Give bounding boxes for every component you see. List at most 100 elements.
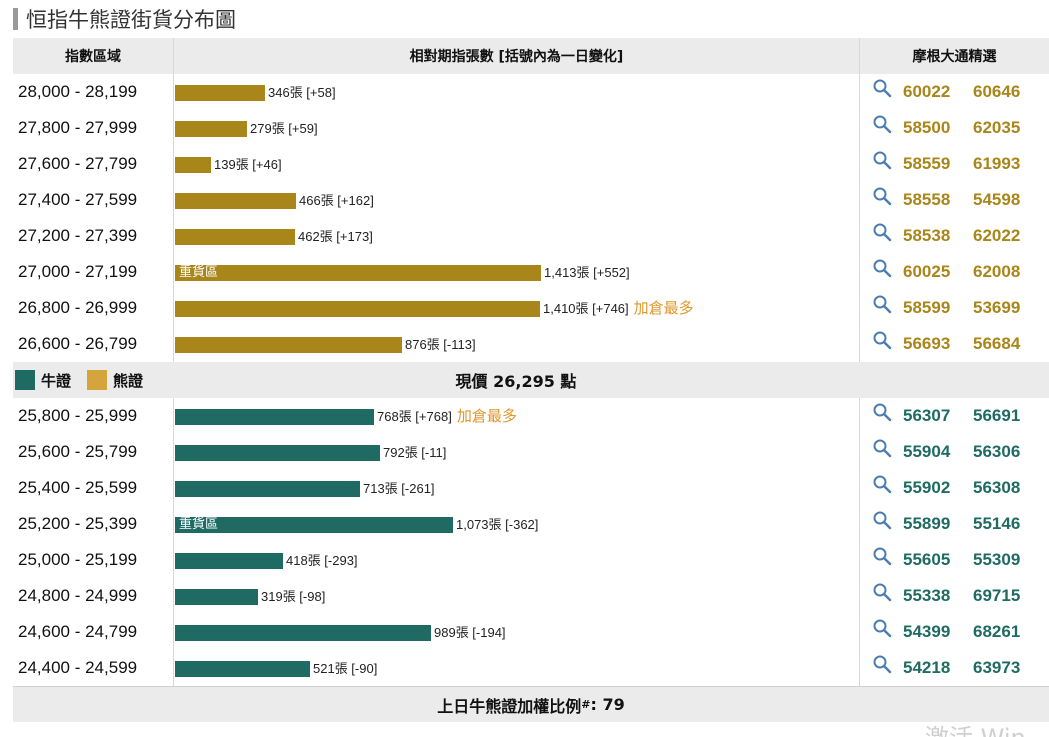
contract-count-text: 521張 [-90] [313,661,378,676]
warrant-code-link[interactable]: 56684 [973,334,1021,353]
warrant-code-link[interactable]: 62035 [973,118,1021,137]
search-icon[interactable] [872,438,892,458]
warrant-code-link[interactable]: 56308 [973,478,1021,497]
bar-cell: 1,410張 [+746] 加倉最多 [173,290,859,326]
bar-cell: 346張 [+58] [173,74,859,110]
warrant-code-link[interactable]: 55338 [903,586,951,605]
warrant-code-link[interactable]: 60025 [903,262,951,281]
warrant-code-link[interactable]: 63973 [973,658,1021,677]
index-range: 28,000 - 28,199 [18,82,138,101]
bar-cell: 876張 [-113] [173,326,859,362]
warrant-code-link[interactable]: 62008 [973,262,1021,281]
page-title: 恒指牛熊證街貨分布圖 [26,8,236,32]
contract-count-text: 1,073張 [-362] [456,517,539,532]
index-range: 24,400 - 24,599 [18,658,138,677]
warrant-code-link[interactable]: 68261 [973,622,1021,641]
contract-count-text: 792張 [-11] [383,445,447,460]
search-icon[interactable] [872,654,892,674]
search-icon[interactable] [872,618,892,638]
warrant-code-link[interactable]: 55605 [903,550,951,569]
bull-bar [175,445,380,461]
warrant-code-link[interactable]: 53699 [973,298,1021,317]
search-icon[interactable] [872,258,892,278]
contract-count-text: 139張 [+46] [214,157,282,172]
search-icon[interactable] [872,294,892,314]
bar-cell: 319張 [-98] [173,578,859,614]
contract-count-text: 462張 [+173] [298,229,373,244]
warrant-code-link[interactable]: 55146 [973,514,1021,533]
search-icon[interactable] [872,78,892,98]
search-icon[interactable] [872,330,892,350]
contract-count: 418張 [-293] [286,553,358,569]
contract-count-text: 989張 [-194] [434,625,506,640]
search-icon[interactable] [872,186,892,206]
selection-cell: 58599 53699 [859,290,1049,326]
search-icon[interactable] [872,150,892,170]
bull-swatch [15,370,35,390]
most-added-note: 加倉最多 [456,408,517,425]
contract-count-text: 768張 [+768] [377,409,452,424]
bear-row: 26,600 - 26,799 876張 [-113] 56693 56684 [13,326,1049,362]
contract-count: 279張 [+59] [250,121,318,137]
contract-count-text: 876張 [-113] [405,337,476,352]
warrant-code-link[interactable]: 56691 [973,406,1021,425]
warrant-code-link[interactable]: 56307 [903,406,951,425]
warrant-code-link[interactable]: 54399 [903,622,951,641]
warrant-code-link[interactable]: 56306 [973,442,1021,461]
warrant-code-link[interactable]: 60022 [903,82,951,101]
bear-row: 27,200 - 27,399 462張 [+173] 58538 62022 [13,218,1049,254]
warrant-code-link[interactable]: 55899 [903,514,951,533]
bull-row: 25,000 - 25,199 418張 [-293] 55605 55309 [13,542,1049,578]
contract-count: 462張 [+173] [298,229,373,245]
index-range: 27,600 - 27,799 [18,154,138,173]
activation-watermark: 激活 Win [925,718,1026,737]
contract-count: 139張 [+46] [214,157,282,173]
search-icon[interactable] [872,402,892,422]
selection-cell: 58500 62035 [859,110,1049,146]
warrant-code-link[interactable]: 58558 [903,190,951,209]
selection-cell: 54399 68261 [859,614,1049,650]
warrant-code-link[interactable]: 55309 [973,550,1021,569]
warrant-code-link[interactable]: 61993 [973,154,1021,173]
header-count: 相對期指張數 [括號內為一日變化] [173,38,859,74]
search-icon[interactable] [872,114,892,134]
warrant-code-link[interactable]: 58559 [903,154,951,173]
warrant-code-link[interactable]: 58538 [903,226,951,245]
warrant-code-link[interactable]: 69715 [973,586,1021,605]
warrant-code-link[interactable]: 56693 [903,334,951,353]
current-price: 現價 26,295 點 [455,372,577,391]
bear-bar [175,121,247,137]
warrant-code-link[interactable]: 60646 [973,82,1021,101]
search-icon[interactable] [872,510,892,530]
index-range: 27,000 - 27,199 [18,262,138,281]
search-icon[interactable] [872,474,892,494]
bear-row: 28,000 - 28,199 346張 [+58] 60022 60646 [13,74,1049,110]
bar-cell: 521張 [-90] [173,650,859,686]
bull-rows: 25,800 - 25,999 768張 [+768] 加倉最多 56307 56691… [13,398,1049,686]
warrant-code-link[interactable]: 55904 [903,442,951,461]
index-range: 25,400 - 25,599 [18,478,138,497]
index-range: 24,600 - 24,799 [18,622,138,641]
warrant-code-link[interactable]: 54598 [973,190,1021,209]
bull-row: 25,400 - 25,599 713張 [-261] 55902 56308 [13,470,1049,506]
selection-cell: 55899 55146 [859,506,1049,542]
contract-count-text: 319張 [-98] [261,589,326,604]
bar-cell: 768張 [+768] 加倉最多 [173,398,859,434]
contract-count-text: 279張 [+59] [250,121,318,136]
search-icon[interactable] [872,546,892,566]
warrant-code-link[interactable]: 58599 [903,298,951,317]
selection-cell: 60025 62008 [859,254,1049,290]
search-icon[interactable] [872,222,892,242]
selection-cell: 58538 62022 [859,218,1049,254]
warrant-code-link[interactable]: 58500 [903,118,951,137]
search-icon[interactable] [872,582,892,602]
heavy-zone-label: 重貨區 [179,517,219,532]
warrant-code-link[interactable]: 54218 [903,658,951,677]
bar-cell: 418張 [-293] [173,542,859,578]
bull-bar [175,553,283,569]
warrant-code-link[interactable]: 62022 [973,226,1021,245]
contract-count: 876張 [-113] [405,337,476,353]
contract-count-text: 1,410張 [+746] [543,301,629,316]
warrant-code-link[interactable]: 55902 [903,478,951,497]
bar-cell: 466張 [+162] [173,182,859,218]
